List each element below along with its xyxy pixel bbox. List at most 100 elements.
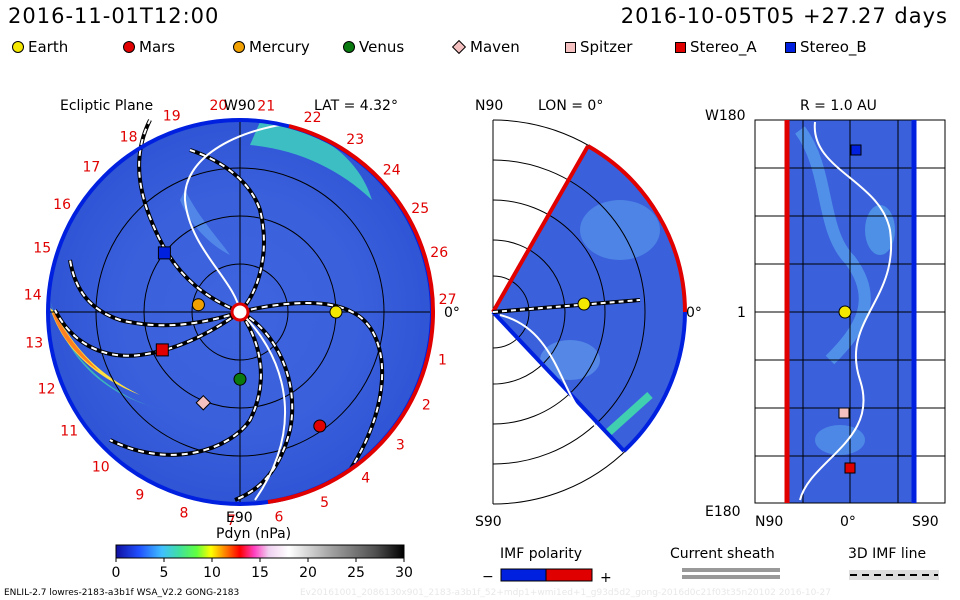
day-tick-label: 9 <box>135 487 144 503</box>
ecliptic-right-label: 0° <box>444 305 460 321</box>
right-timestamp: 2016-10-05T05 +27.27 days <box>620 4 948 28</box>
day-tick-label: 3 <box>396 438 405 454</box>
spitzer-marker-icon <box>565 41 576 53</box>
meridional-panel: N90 LON = 0° 0° S90 <box>475 98 702 530</box>
run-id-footer: Ev20161001_2086130x901_2183-a3b1f_52+mdp… <box>300 588 832 598</box>
radial-r-label: R = 1.0 AU <box>800 98 877 114</box>
earth-marker-icon <box>12 41 24 53</box>
imf-line-legend: 3D IMF line <box>848 546 939 580</box>
stereo-b-marker <box>850 144 862 156</box>
day-tick-label: 17 <box>82 159 100 175</box>
legend-item-stereo-a: Stereo_A <box>675 38 757 56</box>
colorbar-tick-label: 25 <box>347 565 365 581</box>
colorbar-label: Pdyn (nPa) <box>216 526 291 542</box>
imf-plus-label: + <box>600 570 612 586</box>
day-tick-label: 16 <box>53 197 71 213</box>
colorbar-gradient <box>115 544 405 559</box>
legend-label: Venus <box>359 38 405 56</box>
legend-item-stereo-b: Stereo_B <box>785 38 867 56</box>
maven-marker <box>195 395 212 411</box>
colorbar-tick-label: 10 <box>203 565 221 581</box>
radial-y-bottom-label: E180 <box>705 504 741 520</box>
meridional-right-label: 0° <box>686 305 702 321</box>
day-tick-label: 1 <box>438 353 447 369</box>
legend-item-venus: Venus <box>343 38 404 56</box>
legend-item-mars: Mars <box>123 38 175 56</box>
colorbar-tick-label: 20 <box>299 565 317 581</box>
day-tick-label: 10 <box>92 460 110 476</box>
mercury-marker <box>191 298 205 312</box>
stereo-b-marker-icon <box>785 41 796 53</box>
mercury-marker-icon <box>233 41 245 53</box>
colorbar-tick-label: 15 <box>251 565 269 581</box>
meridional-wedge <box>493 146 684 451</box>
mars-marker <box>313 419 327 433</box>
ecliptic-title: Ecliptic Plane <box>60 98 153 114</box>
imf-line-label: 3D IMF line <box>848 546 926 562</box>
day-tick-label: 15 <box>33 241 51 257</box>
day-tick-label: 7 <box>227 513 236 529</box>
colorbar-tick-label: 30 <box>395 565 413 581</box>
current-sheath-swatch <box>682 568 780 572</box>
earth-marker <box>838 305 852 319</box>
pdyn-colorbar: Pdyn (nPa) 0 5 10 15 20 25 30 <box>112 526 413 581</box>
ecliptic-bodies <box>155 246 343 433</box>
day-tick-label: 2 <box>422 398 431 414</box>
stereo-a-marker <box>155 343 169 357</box>
day-tick-label: 24 <box>383 163 401 179</box>
body-legend: Earth Mars Mercury Venus Maven Spitzer S… <box>0 38 960 60</box>
legend-label: Stereo_B <box>800 38 867 56</box>
day-tick-label: 13 <box>25 335 43 351</box>
model-footer: ENLIL-2.7 lowres-2183-a3b1f WSA_V2.2 GON… <box>4 588 240 598</box>
legend-item-spitzer: Spitzer <box>565 38 632 56</box>
mars-marker-icon <box>123 41 135 53</box>
ecliptic-outer-rim-positive <box>267 124 436 504</box>
day-tick-label: 8 <box>180 505 189 521</box>
stereo-a-marker-icon <box>675 41 686 53</box>
day-tick-label: 21 <box>257 99 275 115</box>
legend-label: Mars <box>139 38 176 56</box>
legend-label: Earth <box>28 38 69 56</box>
radial-x-label-zero: 0° <box>840 514 856 530</box>
ecliptic-lat-label: LAT = 4.32° <box>314 98 398 114</box>
current-sheet-line <box>799 121 893 501</box>
radial-x-label-south: S90 <box>912 514 939 530</box>
meridional-lon-label: LON = 0° <box>538 98 603 114</box>
imf-negative-swatch <box>500 568 547 582</box>
current-sheath-swatch <box>682 575 780 579</box>
current-sheath-label: Current sheath <box>670 546 775 562</box>
current-sheet-line <box>499 314 621 456</box>
earth-marker <box>329 305 343 319</box>
legend-label: Mercury <box>249 38 310 56</box>
imf-polarity-legend: IMF polarity − + <box>482 546 612 586</box>
venus-marker-icon <box>343 41 355 53</box>
current-sheath-legend: Current sheath <box>670 546 780 579</box>
colorbar-tick-label: 0 <box>112 565 121 581</box>
ecliptic-spirals <box>53 119 385 502</box>
day-tick-label: 4 <box>361 471 370 487</box>
day-tick-label: 12 <box>38 382 56 398</box>
left-timestamp: 2016-11-01T12:00 <box>8 4 220 28</box>
imf-line-swatch-bg <box>849 570 939 580</box>
radial-x-label-north: N90 <box>755 514 783 530</box>
day-tick-label: 22 <box>304 110 322 126</box>
ecliptic-bottom-label: E90 <box>226 510 253 526</box>
meridional-top-label: N90 <box>475 98 503 114</box>
current-sheet-line <box>183 121 301 313</box>
imf-positive-swatch <box>545 568 593 582</box>
radial-y-top-label: W180 <box>705 108 746 124</box>
stereo-a-marker <box>844 462 856 474</box>
legend-item-mercury: Mercury <box>233 38 310 56</box>
day-tick-label: 18 <box>120 129 138 145</box>
day-tick-label: 6 <box>274 509 283 525</box>
day-tick-label: 25 <box>411 201 429 217</box>
radial-panel: R = 1.0 AU W180 1 E180 N90 0° S90 <box>705 98 946 530</box>
radial-y-mid-label: 1 <box>737 305 746 321</box>
legend-label: Stereo_A <box>690 38 757 56</box>
day-tick-label: 14 <box>24 288 42 304</box>
current-sheet-line <box>239 311 286 501</box>
legend-label: Spitzer <box>580 38 633 56</box>
stereo-b-marker <box>157 246 171 260</box>
